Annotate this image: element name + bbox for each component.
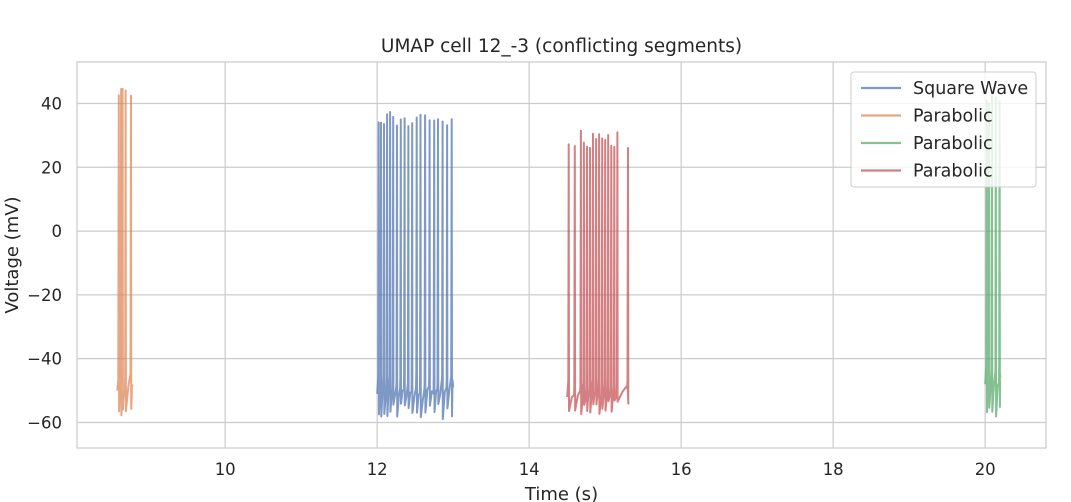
legend-entry: Square Wave bbox=[913, 79, 1028, 99]
legend-entry: Parabolic bbox=[913, 107, 993, 127]
x-tick-label: 18 bbox=[823, 460, 844, 479]
x-tick-label: 14 bbox=[519, 460, 540, 479]
plot-frame bbox=[76, 61, 1047, 449]
y-tick-label: 0 bbox=[52, 222, 63, 241]
legend-entry: Parabolic bbox=[913, 134, 993, 154]
series-line bbox=[376, 111, 455, 421]
plot-series bbox=[116, 87, 1002, 421]
x-tick-label: 16 bbox=[671, 460, 692, 479]
x-tick-label: 20 bbox=[975, 460, 996, 479]
x-tick-label: 10 bbox=[215, 460, 236, 479]
legend: Square Wave Parabolic Parabolic Parabolic bbox=[850, 71, 1037, 188]
legend-box bbox=[850, 71, 1037, 188]
series-line bbox=[984, 93, 1002, 418]
y-tick-label: −20 bbox=[27, 286, 62, 305]
y-tick-label: −40 bbox=[27, 350, 62, 369]
x-axis-label: Time (s) bbox=[524, 484, 598, 502]
x-ticks: 10 12 14 16 18 20 bbox=[215, 460, 996, 479]
series-line bbox=[566, 129, 630, 415]
y-ticks: −60 −40 −20 0 20 40 bbox=[27, 94, 62, 432]
series-line bbox=[116, 87, 134, 417]
y-tick-label: 40 bbox=[41, 94, 62, 113]
x-tick-label: 12 bbox=[367, 460, 388, 479]
chart-title: UMAP cell 12_-3 (conflicting segments) bbox=[381, 36, 742, 57]
y-tick-label: −60 bbox=[27, 413, 62, 432]
legend-entry: Parabolic bbox=[913, 162, 993, 182]
y-tick-label: 20 bbox=[41, 158, 62, 177]
y-axis-label: Voltage (mV) bbox=[2, 196, 23, 313]
